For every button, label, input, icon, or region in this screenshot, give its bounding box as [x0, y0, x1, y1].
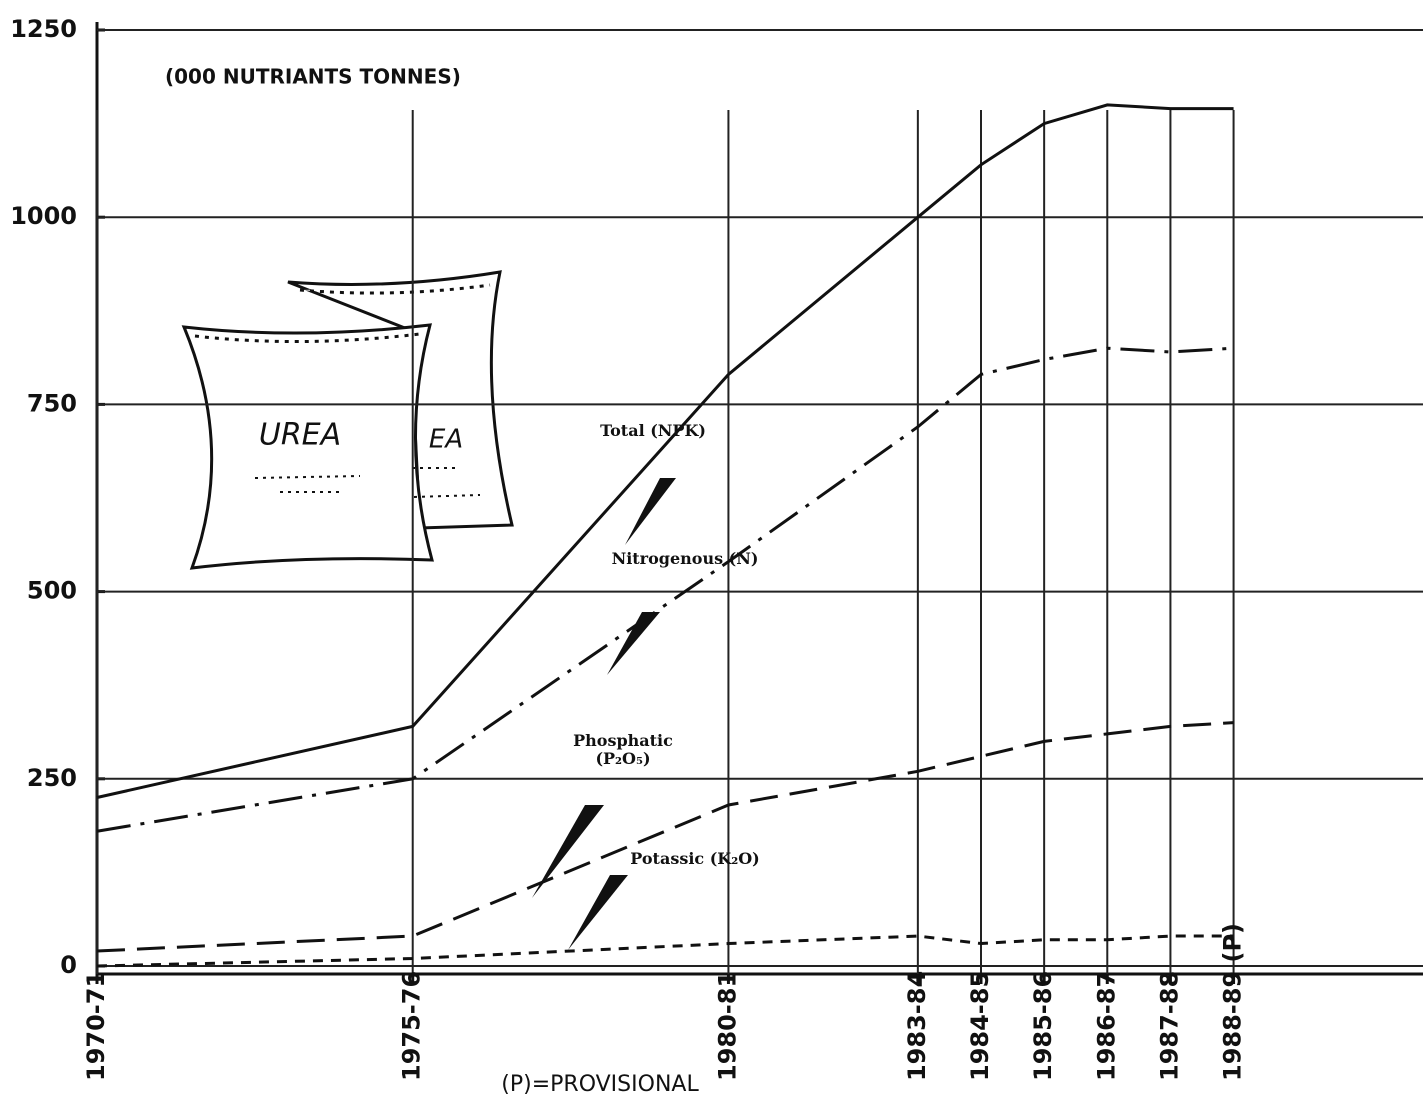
y-tick-label: 500 [27, 577, 77, 605]
series-label: Total (NPK) [600, 421, 706, 440]
series-line [96, 721, 1234, 953]
x-tick-label: 1970-71 [82, 971, 110, 1081]
x-tick-label: 1986-87 [1092, 971, 1120, 1081]
series-label: Phosphatic (P₂O₅) [573, 731, 673, 768]
y-tick-label: 0 [60, 951, 77, 979]
series-label: Nitrogenous (N) [611, 549, 759, 568]
x-tick-label: 1980-81 [713, 971, 741, 1081]
unit-annotation: (000 NUTRIANTS TONNES) [165, 65, 461, 89]
x-tick-label: 1975-76 [398, 971, 426, 1081]
illustration [181, 270, 514, 570]
series-label: Potassic (K₂O) [630, 849, 760, 868]
note-annotation: (P)=PROVISIONAL [501, 1072, 699, 1097]
y-tick-label: 750 [27, 389, 77, 417]
pointers [532, 478, 676, 950]
bag-label: UREA [259, 418, 341, 453]
x-tick-label: 1987-88 [1155, 971, 1183, 1081]
y-tick-label: 1000 [10, 202, 77, 230]
x-tick-label: 1983-84 [903, 971, 931, 1081]
x-tick-label: 1985-86 [1029, 971, 1057, 1081]
x-tick-label: 1988-89 (P) [1219, 923, 1247, 1081]
bag-label: EA [429, 425, 463, 455]
x-tick-label: 1984-85 [966, 971, 994, 1081]
series-line [96, 103, 1234, 799]
series-line [96, 346, 1234, 833]
y-tick-label: 250 [27, 764, 77, 792]
y-tick-label: 1250 [10, 15, 77, 43]
series-line [96, 934, 1234, 968]
